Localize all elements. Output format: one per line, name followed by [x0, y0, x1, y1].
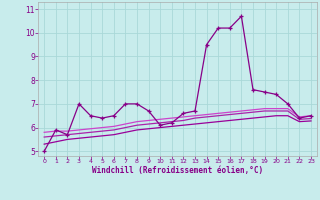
X-axis label: Windchill (Refroidissement éolien,°C): Windchill (Refroidissement éolien,°C): [92, 166, 263, 175]
